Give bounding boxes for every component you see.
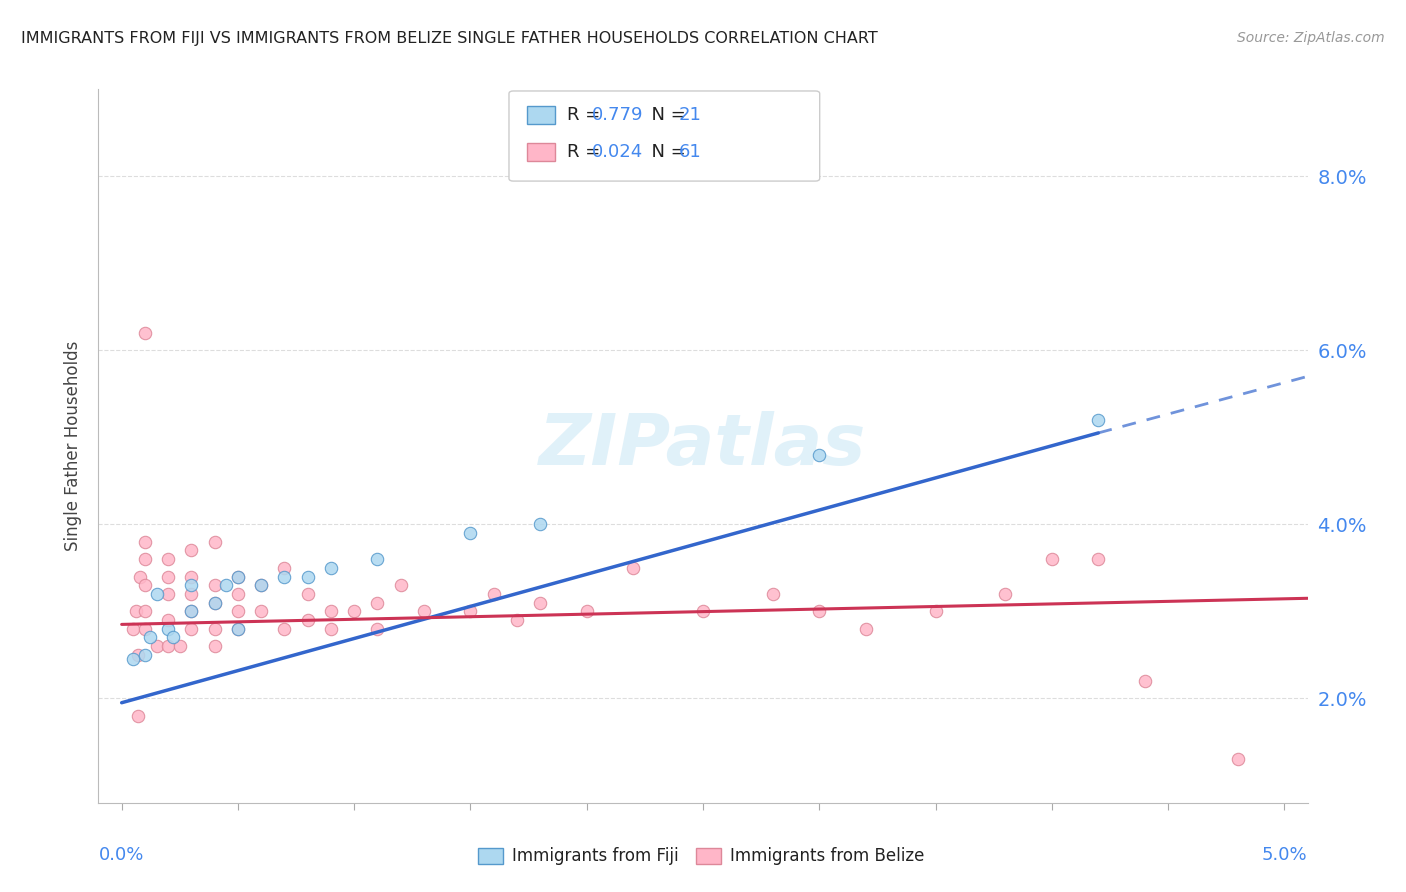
Point	[460, 526, 482, 541]
Point	[134, 326, 156, 340]
Point	[855, 622, 877, 636]
Text: N =: N =	[640, 106, 692, 124]
Point	[297, 587, 319, 601]
Point	[460, 604, 482, 618]
Point	[808, 448, 831, 462]
Point	[529, 517, 551, 532]
Text: 61: 61	[679, 143, 702, 161]
Point	[226, 587, 249, 601]
Point	[180, 604, 202, 618]
Y-axis label: Single Father Households: Single Father Households	[65, 341, 83, 551]
Point	[297, 613, 319, 627]
Point	[134, 622, 156, 636]
Point	[134, 552, 156, 566]
Point	[204, 596, 226, 610]
Point	[366, 552, 388, 566]
Point	[122, 622, 145, 636]
Point	[366, 622, 388, 636]
Point	[134, 534, 156, 549]
Point	[226, 622, 249, 636]
Text: R =: R =	[567, 143, 606, 161]
Point	[250, 578, 273, 592]
Point	[180, 604, 202, 618]
Point	[226, 569, 249, 583]
Point	[575, 604, 598, 618]
Text: Immigrants from Fiji: Immigrants from Fiji	[512, 847, 679, 865]
Point	[273, 622, 295, 636]
Point	[204, 622, 226, 636]
Point	[250, 604, 273, 618]
Point	[204, 534, 226, 549]
Point	[1087, 552, 1109, 566]
Point	[250, 578, 273, 592]
Point	[273, 569, 295, 583]
Point	[482, 587, 505, 601]
Text: 21: 21	[679, 106, 702, 124]
Text: R =: R =	[567, 106, 606, 124]
Point	[1133, 673, 1156, 688]
Point	[1087, 413, 1109, 427]
Point	[621, 561, 644, 575]
Point	[319, 604, 342, 618]
Point	[762, 587, 785, 601]
Point	[127, 648, 149, 662]
Point	[180, 543, 202, 558]
Text: 0.779: 0.779	[592, 106, 644, 124]
Text: 5.0%: 5.0%	[1263, 846, 1308, 863]
Point	[145, 587, 167, 601]
Text: N =: N =	[640, 143, 692, 161]
Point	[129, 569, 152, 583]
Point	[180, 587, 202, 601]
Point	[204, 578, 226, 592]
Point	[413, 604, 436, 618]
Point	[1040, 552, 1063, 566]
Point	[924, 604, 946, 618]
Point	[343, 604, 366, 618]
Point	[1226, 752, 1249, 766]
Point	[134, 648, 156, 662]
Point	[157, 569, 180, 583]
Point	[215, 578, 238, 592]
Point	[506, 613, 529, 627]
Point	[157, 552, 180, 566]
Point	[226, 569, 249, 583]
Point	[204, 596, 226, 610]
Text: 0.024: 0.024	[592, 143, 643, 161]
Point	[319, 622, 342, 636]
Point	[157, 622, 180, 636]
Point	[389, 578, 412, 592]
Point	[134, 604, 156, 618]
Point	[169, 639, 191, 653]
Point	[226, 622, 249, 636]
Point	[124, 604, 146, 618]
Point	[529, 596, 551, 610]
Point	[273, 561, 295, 575]
Point	[808, 604, 831, 618]
Point	[319, 561, 342, 575]
Point	[145, 639, 167, 653]
Point	[138, 631, 160, 645]
Point	[366, 596, 388, 610]
Point	[180, 622, 202, 636]
Text: ZIPatlas: ZIPatlas	[540, 411, 866, 481]
Point	[297, 569, 319, 583]
Point	[994, 587, 1017, 601]
Point	[204, 639, 226, 653]
Point	[692, 604, 714, 618]
Point	[122, 652, 145, 666]
Point	[127, 708, 149, 723]
Text: IMMIGRANTS FROM FIJI VS IMMIGRANTS FROM BELIZE SINGLE FATHER HOUSEHOLDS CORRELAT: IMMIGRANTS FROM FIJI VS IMMIGRANTS FROM …	[21, 31, 877, 46]
Point	[157, 587, 180, 601]
Text: 0.0%: 0.0%	[98, 846, 143, 863]
Point	[134, 578, 156, 592]
Point	[157, 639, 180, 653]
Text: Source: ZipAtlas.com: Source: ZipAtlas.com	[1237, 31, 1385, 45]
Point	[157, 613, 180, 627]
Text: Immigrants from Belize: Immigrants from Belize	[730, 847, 924, 865]
Point	[162, 631, 184, 645]
Point	[180, 569, 202, 583]
Point	[180, 578, 202, 592]
Point	[226, 604, 249, 618]
